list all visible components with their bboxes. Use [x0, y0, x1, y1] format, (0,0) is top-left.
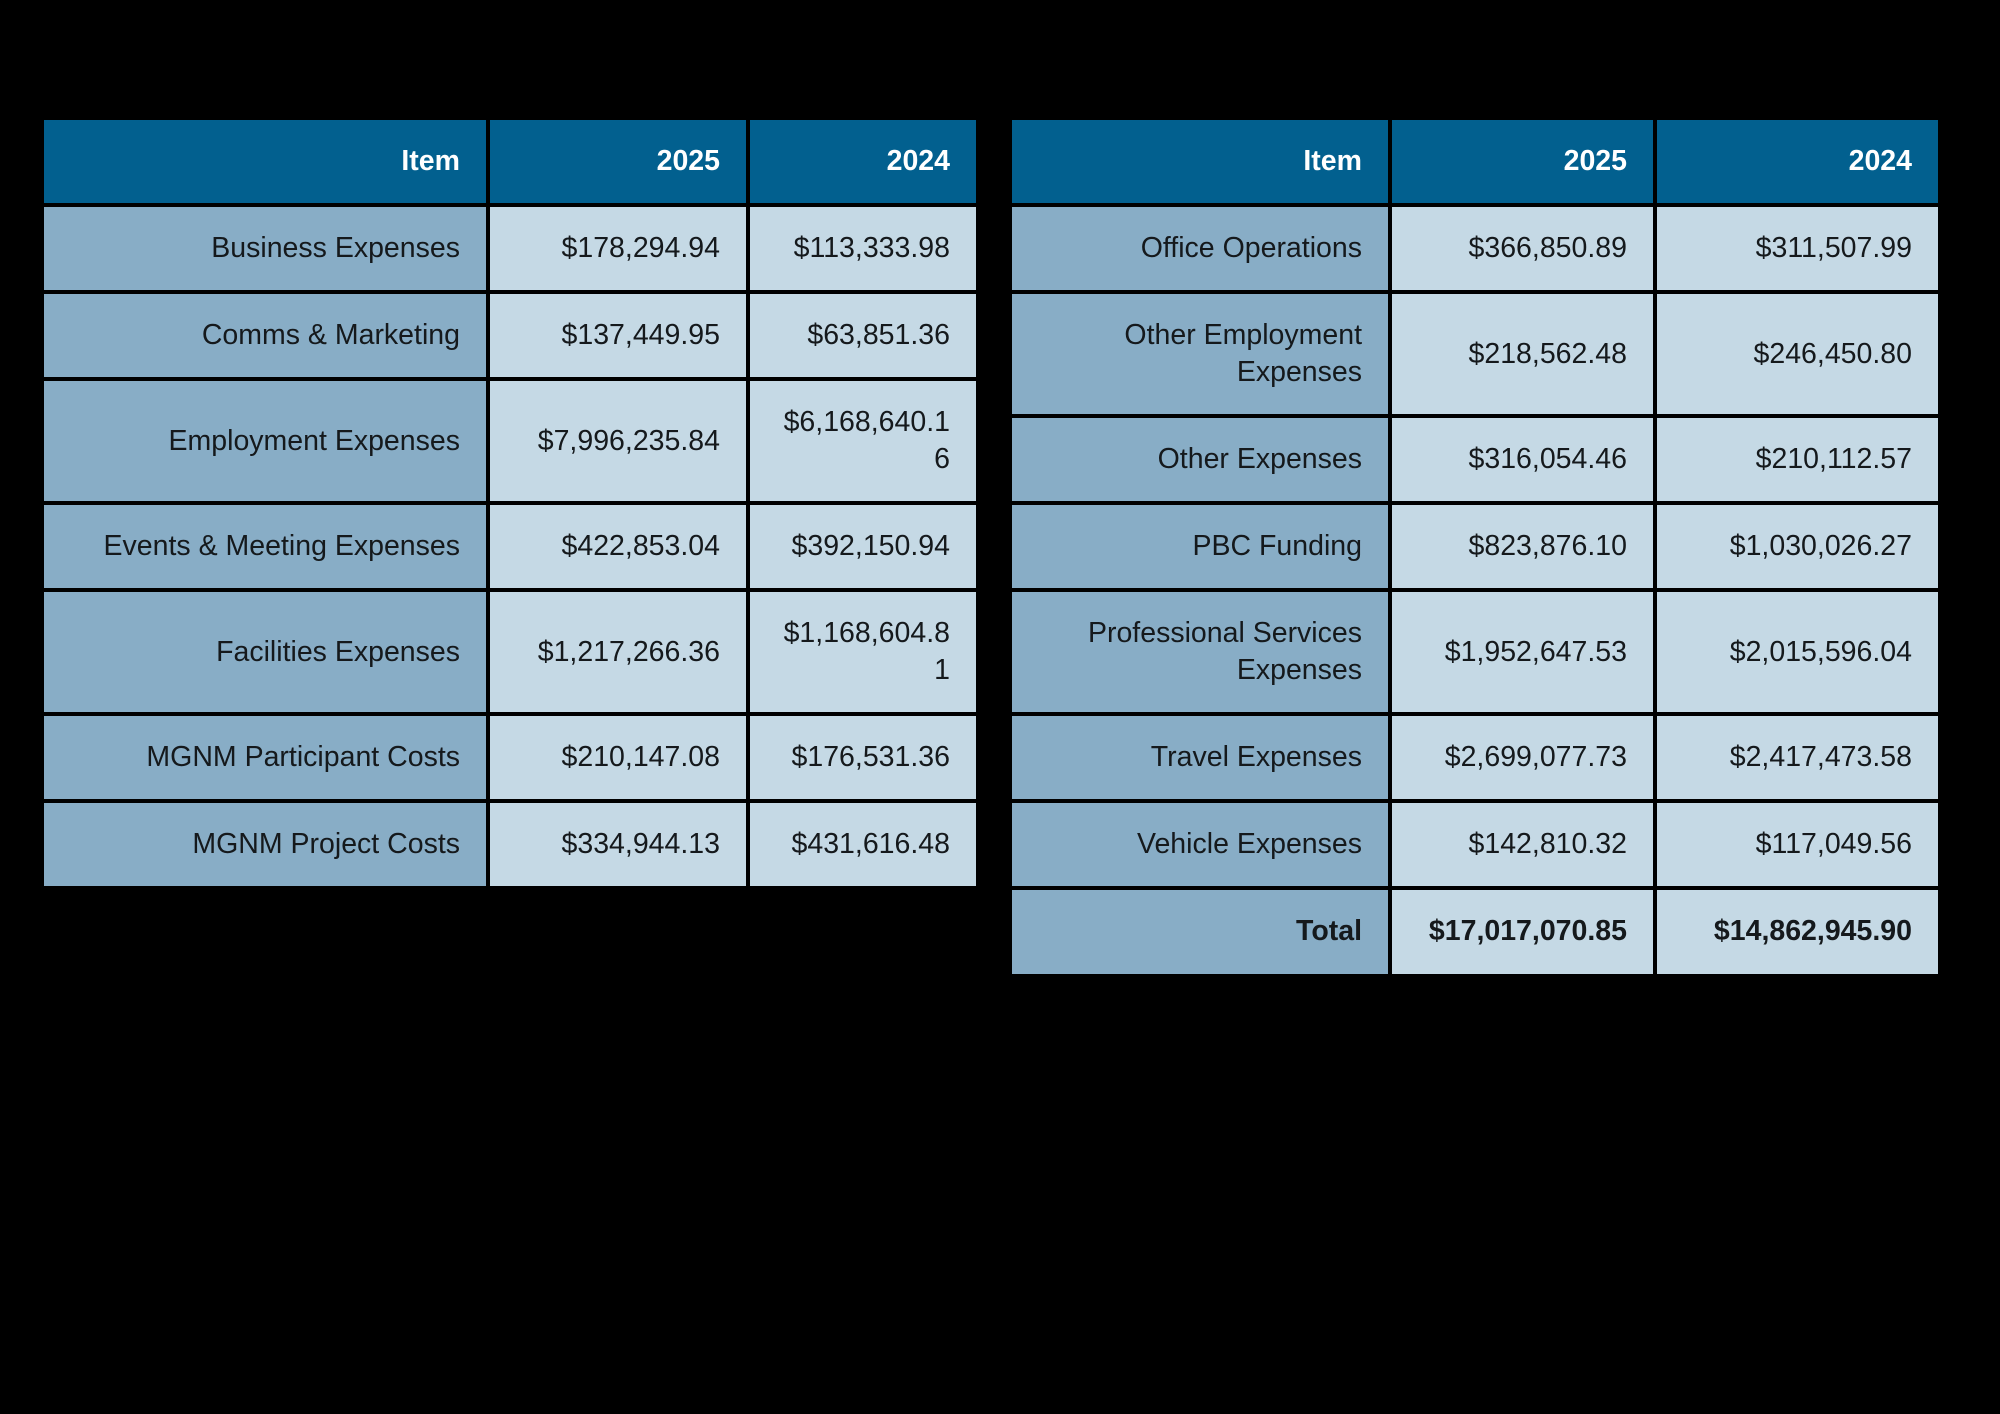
table-row: Travel Expenses $2,699,077.73 $2,417,473…: [1008, 712, 1942, 804]
value-cell-2025: $137,449.95: [486, 290, 750, 382]
value-cell-2024: $311,507.99: [1653, 203, 1942, 295]
header-2025: 2025: [486, 115, 750, 208]
item-cell: Professional Services Expenses: [1008, 588, 1392, 717]
value-cell-2025: $142,810.32: [1388, 799, 1657, 891]
header-item: Item: [40, 115, 490, 208]
item-cell: Events & Meeting Expenses: [40, 501, 490, 593]
value-cell-2025: $823,876.10: [1388, 501, 1657, 593]
header-2024: 2024: [746, 115, 980, 208]
value-cell-2025: $210,147.08: [486, 712, 750, 804]
item-cell: Facilities Expenses: [40, 588, 490, 717]
value-cell-2024: $176,531.36: [746, 712, 980, 804]
total-value-cell-2024: $14,862,945.90: [1653, 886, 1942, 978]
header-row: Item 2025 2024: [40, 115, 980, 208]
expenses-table-left: Item 2025 2024 Business Expenses $178,29…: [40, 115, 980, 891]
table-row: Other Expenses $316,054.46 $210,112.57: [1008, 414, 1942, 506]
value-cell-2024: $63,851.36: [746, 290, 980, 382]
table-row: Facilities Expenses $1,217,266.36 $1,168…: [40, 588, 980, 717]
table-row: MGNM Participant Costs $210,147.08 $176,…: [40, 712, 980, 804]
value-cell-2025: $422,853.04: [486, 501, 750, 593]
total-value-cell-2025: $17,017,070.85: [1388, 886, 1657, 978]
value-cell-2024: $113,333.98: [746, 203, 980, 295]
value-cell-2024: $6,168,640.16: [746, 377, 980, 506]
value-cell-2024: $1,168,604.81: [746, 588, 980, 717]
value-cell-2024: $2,015,596.04: [1653, 588, 1942, 717]
header-2025: 2025: [1388, 115, 1657, 208]
total-row: Total $17,017,070.85 $14,862,945.90: [1008, 886, 1942, 978]
item-cell: PBC Funding: [1008, 501, 1392, 593]
table-row: Office Operations $366,850.89 $311,507.9…: [1008, 203, 1942, 295]
value-cell-2025: $2,699,077.73: [1388, 712, 1657, 804]
header-2024: 2024: [1653, 115, 1942, 208]
expenses-table-right: Item 2025 2024 Office Operations $366,85…: [1008, 115, 1942, 978]
value-cell-2025: $218,562.48: [1388, 290, 1657, 419]
table-row: Business Expenses $178,294.94 $113,333.9…: [40, 203, 980, 295]
value-cell-2024: $1,030,026.27: [1653, 501, 1942, 593]
table-row: PBC Funding $823,876.10 $1,030,026.27: [1008, 501, 1942, 593]
value-cell-2025: $334,944.13: [486, 799, 750, 891]
value-cell-2024: $431,616.48: [746, 799, 980, 891]
table-row: Professional Services Expenses $1,952,64…: [1008, 588, 1942, 717]
value-cell-2024: $392,150.94: [746, 501, 980, 593]
table-row: Other Employment Expenses $218,562.48 $2…: [1008, 290, 1942, 419]
item-cell: Travel Expenses: [1008, 712, 1392, 804]
value-cell-2025: $1,217,266.36: [486, 588, 750, 717]
header-item: Item: [1008, 115, 1392, 208]
value-cell-2024: $2,417,473.58: [1653, 712, 1942, 804]
item-cell: Business Expenses: [40, 203, 490, 295]
item-cell: Vehicle Expenses: [1008, 799, 1392, 891]
value-cell-2024: $246,450.80: [1653, 290, 1942, 419]
item-cell: Other Employment Expenses: [1008, 290, 1392, 419]
item-cell: MGNM Project Costs: [40, 799, 490, 891]
table-row: Events & Meeting Expenses $422,853.04 $3…: [40, 501, 980, 593]
value-cell-2024: $117,049.56: [1653, 799, 1942, 891]
table-row: Vehicle Expenses $142,810.32 $117,049.56: [1008, 799, 1942, 891]
item-cell: Office Operations: [1008, 203, 1392, 295]
item-cell: Employment Expenses: [40, 377, 490, 506]
value-cell-2025: $366,850.89: [1388, 203, 1657, 295]
value-cell-2025: $1,952,647.53: [1388, 588, 1657, 717]
header-row: Item 2025 2024: [1008, 115, 1942, 208]
item-cell: Other Expenses: [1008, 414, 1392, 506]
table-row: Comms & Marketing $137,449.95 $63,851.36: [40, 290, 980, 382]
value-cell-2025: $7,996,235.84: [486, 377, 750, 506]
value-cell-2024: $210,112.57: [1653, 414, 1942, 506]
value-cell-2025: $316,054.46: [1388, 414, 1657, 506]
item-cell: MGNM Participant Costs: [40, 712, 490, 804]
value-cell-2025: $178,294.94: [486, 203, 750, 295]
table-row: Employment Expenses $7,996,235.84 $6,168…: [40, 377, 980, 506]
table-row: MGNM Project Costs $334,944.13 $431,616.…: [40, 799, 980, 891]
item-cell: Comms & Marketing: [40, 290, 490, 382]
total-label-cell: Total: [1008, 886, 1392, 978]
